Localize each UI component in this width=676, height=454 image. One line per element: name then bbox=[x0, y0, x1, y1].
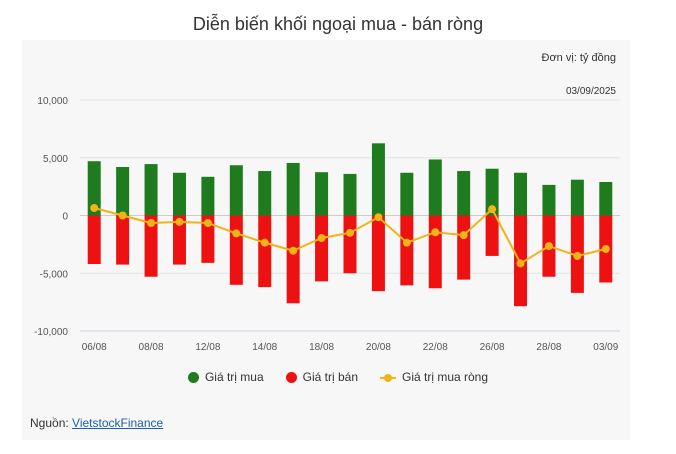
bar-sell bbox=[371, 215, 385, 292]
net-point bbox=[289, 246, 298, 255]
bar-buy bbox=[144, 164, 158, 216]
bar-sell bbox=[286, 215, 300, 304]
legend-buy-marker bbox=[187, 371, 199, 383]
bar-buy bbox=[371, 143, 385, 216]
bar-buy bbox=[116, 166, 130, 216]
bar-buy bbox=[258, 171, 272, 216]
x-tick-label: 22/08 bbox=[423, 342, 448, 353]
y-tick-label: -5,000 bbox=[40, 269, 69, 280]
net-point bbox=[118, 211, 127, 220]
x-tick-label: 28/08 bbox=[536, 342, 561, 353]
net-point bbox=[90, 203, 99, 212]
bar-buy bbox=[457, 171, 471, 216]
y-tick-label: 0 bbox=[62, 212, 68, 223]
bar-sell bbox=[201, 215, 215, 263]
x-tick-label: 03/09 bbox=[593, 342, 618, 353]
bar-sell bbox=[172, 215, 186, 265]
bar-sell bbox=[343, 215, 357, 274]
bar-sell bbox=[258, 215, 272, 288]
net-point bbox=[317, 234, 326, 243]
source-note: Nguồn: VietstockFinance bbox=[30, 416, 163, 430]
bar-sell bbox=[116, 215, 130, 265]
net-point bbox=[488, 205, 497, 214]
bar-sell bbox=[457, 215, 471, 280]
bar-sell bbox=[144, 215, 158, 277]
bar-buy bbox=[201, 176, 215, 216]
y-tick-label: -10,000 bbox=[34, 327, 68, 338]
x-tick-label: 12/08 bbox=[195, 342, 220, 353]
source-link[interactable]: VietstockFinance bbox=[72, 416, 164, 430]
bar-buy bbox=[87, 161, 101, 216]
chart-title: Diễn biến khối ngoại mua - bán ròng bbox=[192, 14, 484, 34]
bar-buy bbox=[514, 172, 528, 216]
source-label: Nguồn: bbox=[30, 416, 73, 430]
net-point bbox=[346, 228, 354, 237]
y-tick-label: 5,000 bbox=[43, 154, 68, 165]
bar-buy bbox=[428, 159, 442, 216]
bar-sell bbox=[428, 215, 442, 289]
x-tick-label: 06/08 bbox=[82, 342, 107, 353]
x-tick-label: 14/08 bbox=[252, 342, 277, 353]
legend-net-marker bbox=[380, 372, 396, 383]
bar-buy bbox=[542, 184, 556, 216]
net-point bbox=[544, 242, 553, 251]
x-tick-label: 20/08 bbox=[366, 342, 391, 353]
bar-sell bbox=[229, 215, 243, 285]
bar-buy bbox=[315, 172, 329, 216]
net-point bbox=[573, 251, 582, 260]
net-point bbox=[232, 229, 241, 238]
bar-buy bbox=[172, 172, 186, 216]
legend-sell-marker bbox=[285, 371, 297, 383]
bar-buy bbox=[286, 162, 300, 216]
net-point bbox=[260, 238, 269, 247]
legend-item-buy[interactable]: Giá trị mua bbox=[187, 370, 264, 384]
bar-buy bbox=[570, 179, 584, 216]
bar-buy bbox=[485, 168, 499, 216]
bar-sell bbox=[400, 215, 414, 286]
net-point bbox=[459, 231, 468, 240]
net-point bbox=[203, 219, 212, 228]
legend-buy-label: Giá trị mua bbox=[204, 370, 264, 384]
bar-buy bbox=[400, 172, 414, 216]
net-point bbox=[402, 238, 411, 247]
x-tick-label: 18/08 bbox=[309, 342, 334, 353]
net-point bbox=[601, 244, 610, 253]
unit-label: Đơn vị: tỷ đồng bbox=[541, 52, 616, 64]
bar-sell bbox=[315, 215, 329, 282]
bar-buy bbox=[229, 165, 243, 216]
legend-item-sell[interactable]: Giá trị bán bbox=[285, 370, 358, 384]
legend-sell-label: Giá trị bán bbox=[302, 370, 358, 384]
date-label: 03/09/2025 bbox=[565, 86, 616, 97]
legend-item-net[interactable]: Giá trị mua ròng bbox=[380, 370, 488, 384]
bar-buy bbox=[343, 173, 357, 216]
net-point bbox=[374, 213, 383, 222]
x-tick-label: 26/08 bbox=[480, 342, 505, 353]
bar-sell bbox=[87, 215, 101, 265]
bar-buy bbox=[599, 182, 613, 216]
chart-legend: Giá trị mua Giá trị bán Giá trị mua ròng bbox=[0, 370, 676, 384]
net-point bbox=[516, 259, 525, 268]
legend-net-label: Giá trị mua ròng bbox=[402, 370, 489, 384]
x-tick-label: 08/08 bbox=[139, 342, 164, 353]
chart-plot: 10,000 5,000 0 -5,000 -10,000 06/08 08/08 12/08… bbox=[34, 96, 620, 353]
net-point bbox=[431, 228, 440, 237]
y-tick-label: 10,000 bbox=[37, 96, 68, 107]
net-point bbox=[175, 217, 184, 226]
bar-sell bbox=[485, 215, 499, 256]
net-point bbox=[147, 219, 156, 228]
